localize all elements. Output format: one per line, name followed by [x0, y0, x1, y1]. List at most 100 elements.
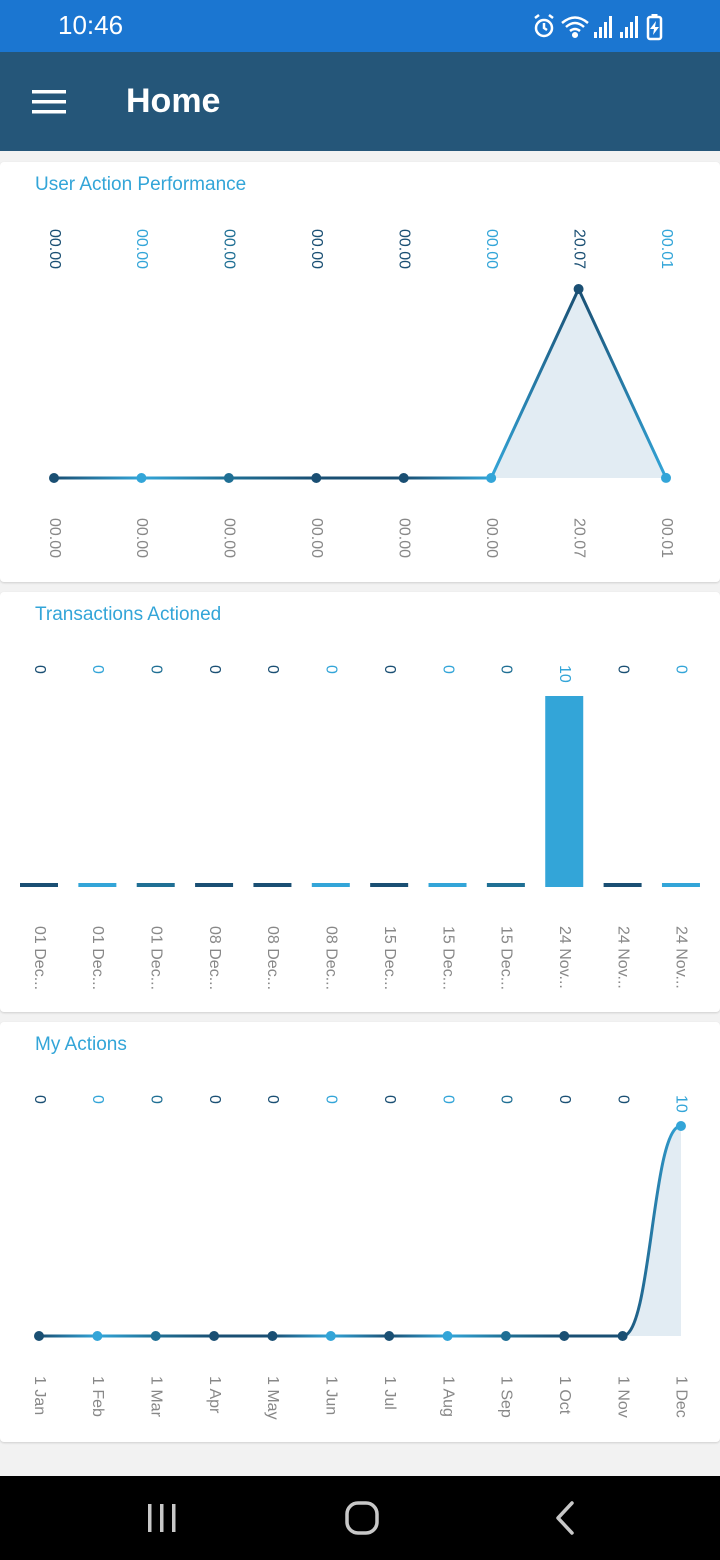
data-label: 00.00 [133, 229, 150, 269]
bar [428, 883, 467, 887]
data-point [559, 1331, 570, 1341]
data-label: 0 [264, 665, 281, 674]
x-tick-label: 01 Dec... [147, 926, 164, 990]
data-point [209, 1331, 220, 1341]
data-label: 0 [206, 1095, 223, 1104]
x-tick-label: 08 Dec... [323, 926, 340, 990]
x-tick-label: 00.00 [133, 518, 150, 558]
data-label: 00.00 [308, 229, 325, 269]
data-label: 0 [614, 1095, 631, 1104]
x-tick-label: 1 Mar [147, 1376, 164, 1418]
data-label: 0 [556, 1095, 573, 1104]
x-tick-label: 00.00 [395, 518, 412, 558]
data-label: 00.00 [395, 229, 412, 269]
data-point [617, 1331, 628, 1341]
user-action-performance-chart: 00.00 00.00 00.00 00.00 00.00 00.00 00.00 00.00… [46, 229, 675, 558]
x-tick-label: 1 Feb [89, 1376, 106, 1417]
status-time: 10:46 [58, 10, 124, 40]
data-point [92, 1331, 103, 1341]
bar [78, 883, 117, 887]
bar [603, 883, 642, 887]
hamburger-menu-icon[interactable] [24, 80, 74, 124]
x-tick-label: 08 Dec... [206, 926, 223, 990]
bar [20, 883, 58, 887]
data-label: 20.07 [570, 229, 587, 269]
recents-icon[interactable] [132, 1494, 192, 1542]
card-title: Transactions Actioned [35, 604, 222, 625]
data-point [136, 473, 147, 483]
data-point [223, 473, 234, 483]
system-nav-bar [0, 1476, 720, 1560]
user-action-performance-card: User Action Performance 00.00 00.00 00.00 0… [0, 162, 720, 582]
data-point [150, 1331, 161, 1341]
data-point [267, 1331, 278, 1341]
data-label: 0 [323, 1095, 340, 1104]
data-label: 00.00 [46, 229, 63, 269]
x-tick-label: 08 Dec... [264, 926, 281, 990]
x-tick-label: 1 Jul [381, 1376, 398, 1410]
alarm-icon [534, 14, 554, 38]
data-point [49, 473, 59, 483]
x-tick-label: 1 May [264, 1376, 281, 1420]
data-point [661, 472, 672, 483]
transactions-actioned-chart: 0 01 Dec... 0 01 Dec... 0 01 Dec... 0 08 Dec...… [20, 665, 700, 990]
data-label: 00.01 [658, 229, 675, 269]
x-tick-label: 1 Jan [31, 1376, 48, 1415]
x-tick-label: 15 Dec... [439, 926, 456, 990]
x-tick-label: 1 Sep [498, 1376, 515, 1418]
data-label: 00.00 [221, 229, 238, 269]
x-tick-label: 1 Apr [206, 1376, 223, 1414]
data-label: 0 [264, 1095, 281, 1104]
x-tick-label: 1 Nov [614, 1376, 631, 1418]
data-label: 0 [614, 665, 631, 674]
x-tick-label: 00.01 [658, 518, 675, 558]
my-actions-chart: 0 1 Jan 0 1 Feb 0 1 Mar 0 1 Apr 0 1 May 0 1 Jun 0 1 J… [31, 1095, 690, 1420]
x-tick-label: 01 Dec... [31, 926, 48, 990]
app-bar: Home [0, 52, 720, 151]
card-title: User Action Performance [35, 174, 247, 195]
data-point [442, 1331, 453, 1341]
bar [370, 883, 409, 887]
my-actions-card: My Actions 0 1 Jan 0 1 Feb 0 1 Mar 0 1 Apr 0 1 Ma… [0, 1022, 720, 1442]
data-point [500, 1331, 511, 1341]
x-tick-label: 24 Nov... [614, 926, 631, 989]
battery-charging-icon [646, 14, 663, 41]
page-title: Home [126, 82, 221, 120]
data-point [486, 473, 497, 483]
data-label: 00.00 [483, 229, 500, 269]
data-label: 10 [673, 1095, 690, 1113]
x-tick-label: 1 Dec [673, 1376, 690, 1418]
signal-icon [594, 16, 612, 38]
x-tick-label: 00.00 [308, 518, 325, 558]
data-label: 0 [439, 665, 456, 674]
data-label: 0 [206, 665, 223, 674]
data-label: 0 [147, 665, 164, 674]
back-icon[interactable] [534, 1494, 594, 1542]
transactions-actioned-card: Transactions Actioned 0 01 Dec... 0 01 Dec.… [0, 592, 720, 1012]
data-point [325, 1331, 336, 1341]
series-line [39, 1124, 682, 1338]
bar [311, 883, 350, 887]
bar [661, 883, 700, 887]
data-point [384, 1331, 395, 1341]
x-tick-label: 20.07 [570, 518, 587, 558]
data-point [675, 1121, 686, 1131]
x-tick-label: 1 Jun [323, 1376, 340, 1415]
x-tick-label: 24 Nov... [556, 926, 573, 989]
bar [253, 883, 292, 887]
wifi-icon [561, 16, 589, 39]
x-tick-label: 1 Oct [556, 1376, 573, 1415]
data-label: 0 [381, 1095, 398, 1104]
home-icon[interactable] [332, 1494, 392, 1542]
data-label: 0 [498, 665, 515, 674]
bar [486, 883, 525, 887]
data-point [398, 473, 409, 483]
data-label: 0 [498, 1095, 515, 1104]
data-label: 0 [31, 665, 48, 674]
x-tick-label: 1 Aug [439, 1376, 456, 1417]
data-label: 0 [31, 1095, 48, 1104]
x-tick-label: 15 Dec... [381, 926, 398, 990]
bar [545, 696, 584, 887]
series-line [54, 285, 668, 480]
bar [136, 883, 175, 887]
